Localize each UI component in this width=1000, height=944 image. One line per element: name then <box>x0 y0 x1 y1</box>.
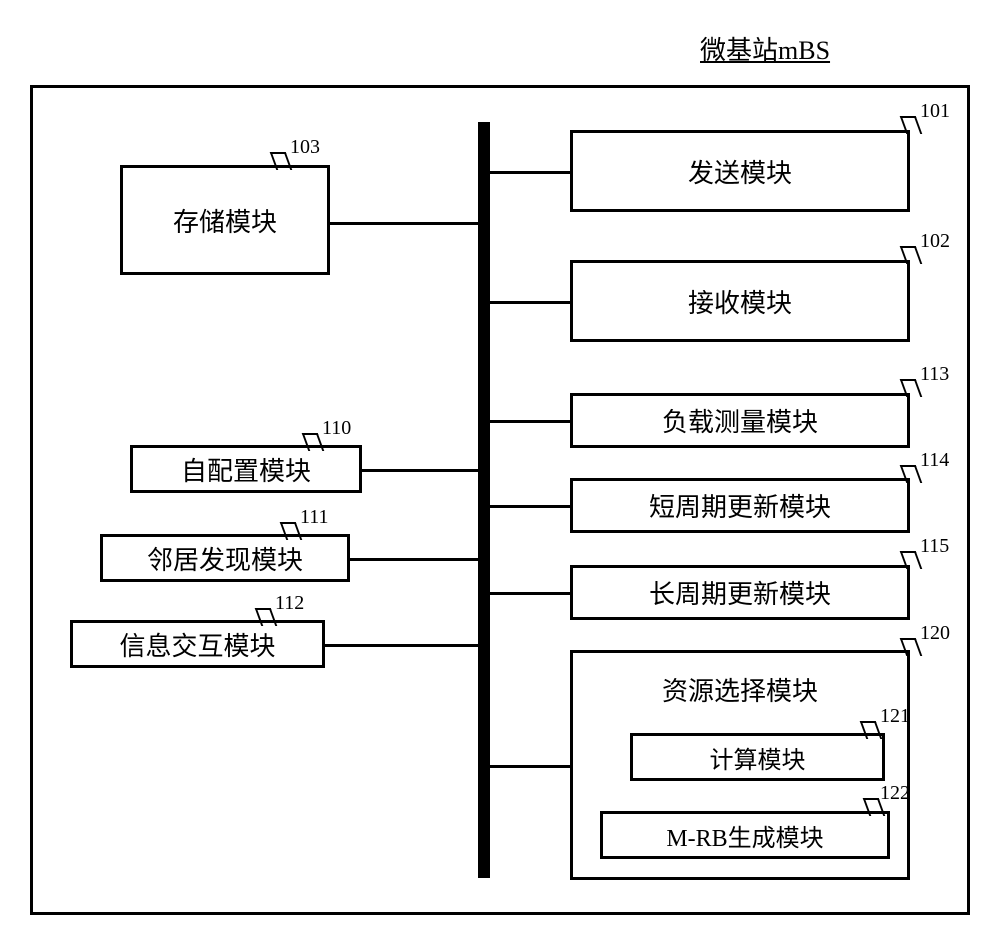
module-resource-label: 资源选择模块 <box>573 671 907 708</box>
module-calc: 计算模块 <box>630 733 885 781</box>
module-neighbor: 邻居发现模块 <box>100 534 350 582</box>
connector-storage <box>330 222 478 225</box>
module-info-exch-label: 信息交互模块 <box>119 626 275 663</box>
module-info-exch: 信息交互模块 <box>70 620 325 668</box>
module-storage-label: 存储模块 <box>173 202 277 239</box>
ref-122: 122 <box>880 782 910 805</box>
module-send-label: 发送模块 <box>688 153 792 190</box>
module-short-update: 短周期更新模块 <box>570 478 910 533</box>
module-storage: 存储模块 <box>120 165 330 275</box>
module-long-update: 长周期更新模块 <box>570 565 910 620</box>
ref-120: 120 <box>920 622 950 645</box>
ref-114: 114 <box>920 449 949 472</box>
module-receive: 接收模块 <box>570 260 910 342</box>
module-long-update-label: 长周期更新模块 <box>649 574 831 611</box>
module-load-measure-label: 负载测量模块 <box>662 402 818 439</box>
ref-102: 102 <box>920 230 950 253</box>
central-bus-bar <box>478 122 490 878</box>
ref-101: 101 <box>920 100 950 123</box>
module-self-config: 自配置模块 <box>130 445 362 493</box>
connector-short-update <box>490 505 570 508</box>
ref-111: 111 <box>300 506 329 529</box>
connector-load-measure <box>490 420 570 423</box>
ref-113: 113 <box>920 363 949 386</box>
ref-103: 103 <box>290 136 320 159</box>
ref-110: 110 <box>322 417 351 440</box>
module-send: 发送模块 <box>570 130 910 212</box>
module-load-measure: 负载测量模块 <box>570 393 910 448</box>
module-calc-label: 计算模块 <box>710 740 806 775</box>
module-short-update-label: 短周期更新模块 <box>649 487 831 524</box>
module-neighbor-label: 邻居发现模块 <box>147 540 303 577</box>
module-receive-label: 接收模块 <box>688 283 792 320</box>
connector-send <box>490 171 570 174</box>
ref-115: 115 <box>920 535 949 558</box>
module-mrb-label: M-RB生成模块 <box>666 818 823 853</box>
connector-neighbor <box>350 558 478 561</box>
module-mrb: M-RB生成模块 <box>600 811 890 859</box>
ref-112: 112 <box>275 592 304 615</box>
connector-self-config <box>362 469 478 472</box>
connector-receive <box>490 301 570 304</box>
ref-121: 121 <box>880 705 910 728</box>
connector-resource <box>490 765 570 768</box>
diagram-title: 微基站mBS <box>700 30 830 67</box>
connector-long-update <box>490 592 570 595</box>
connector-info-exch <box>325 644 478 647</box>
module-self-config-label: 自配置模块 <box>181 451 311 488</box>
